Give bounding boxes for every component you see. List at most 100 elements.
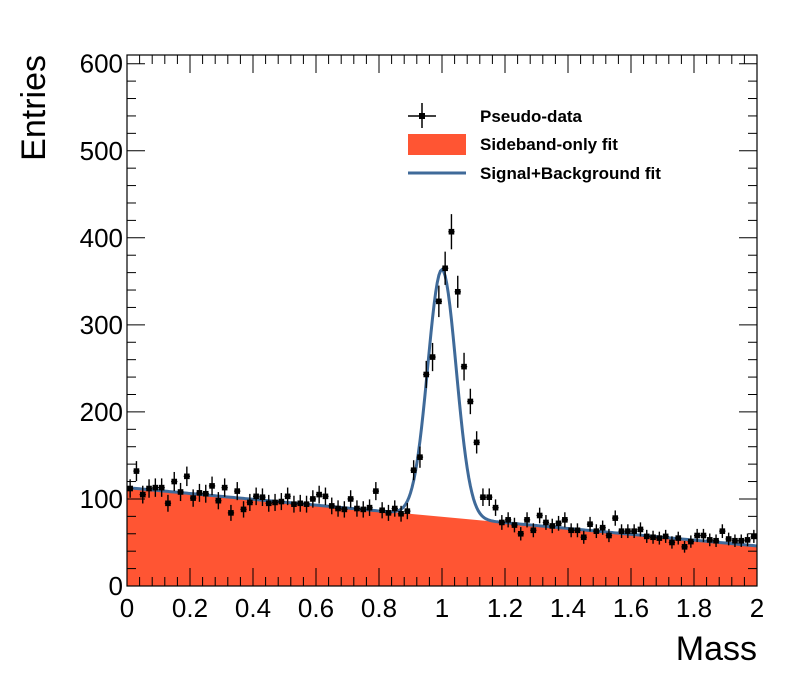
data-point-marker bbox=[599, 524, 606, 531]
data-point-marker bbox=[366, 504, 373, 511]
data-point bbox=[316, 485, 323, 504]
data-point-marker bbox=[139, 491, 146, 498]
data-point-marker bbox=[341, 506, 348, 513]
data-point bbox=[505, 512, 512, 528]
data-point bbox=[624, 524, 631, 539]
data-point-marker bbox=[146, 485, 152, 492]
x-tick-label: 1.6 bbox=[613, 593, 649, 623]
data-point-marker bbox=[662, 533, 669, 540]
data-point bbox=[423, 360, 430, 389]
data-point bbox=[429, 342, 436, 372]
data-point bbox=[498, 515, 505, 530]
data-point-marker bbox=[391, 505, 398, 512]
data-point bbox=[605, 528, 613, 543]
data-point bbox=[731, 534, 739, 548]
data-point bbox=[631, 524, 638, 539]
data-point bbox=[568, 523, 575, 538]
x-tick-label: 0.6 bbox=[298, 593, 334, 623]
data-point-marker bbox=[688, 538, 694, 545]
data-point-marker bbox=[555, 520, 562, 527]
data-point bbox=[700, 528, 707, 543]
data-points-layer bbox=[127, 214, 757, 553]
data-point bbox=[366, 499, 373, 516]
legend-item-sideband-fit: Sideband-only fit bbox=[408, 134, 618, 155]
data-point-marker bbox=[215, 497, 222, 504]
data-point-marker bbox=[587, 521, 593, 527]
y-tick-label: 600 bbox=[80, 49, 123, 79]
data-point bbox=[341, 501, 348, 518]
data-point-marker bbox=[593, 528, 600, 534]
legend-item-pseudo-data: Pseudo-data bbox=[408, 103, 583, 128]
data-point-marker bbox=[530, 527, 537, 534]
legend: Pseudo-data Sideband-only fit Signal+Bac… bbox=[408, 103, 661, 183]
data-point bbox=[706, 533, 713, 547]
data-point bbox=[278, 493, 285, 511]
data-point-marker bbox=[738, 537, 745, 544]
data-point bbox=[719, 524, 726, 539]
data-point bbox=[467, 388, 474, 415]
data-point bbox=[183, 466, 190, 487]
y-axis-label: Entries bbox=[15, 55, 53, 161]
data-point-marker bbox=[291, 501, 297, 507]
data-point bbox=[492, 499, 499, 516]
data-point bbox=[725, 532, 732, 546]
data-point bbox=[612, 510, 619, 526]
data-point-marker bbox=[429, 354, 436, 360]
data-point-marker bbox=[511, 522, 518, 528]
data-point-marker bbox=[562, 517, 568, 523]
data-point bbox=[555, 515, 562, 531]
sideband-fit-area-layer bbox=[127, 487, 757, 586]
data-point bbox=[435, 285, 442, 318]
data-point bbox=[738, 534, 745, 548]
data-point bbox=[227, 504, 235, 521]
data-point-marker bbox=[184, 473, 190, 480]
data-point-marker bbox=[328, 503, 335, 509]
data-point-marker bbox=[725, 536, 732, 542]
data-point-marker bbox=[127, 485, 133, 492]
data-point-marker bbox=[442, 265, 448, 272]
data-point bbox=[240, 501, 247, 518]
data-point-marker bbox=[436, 298, 442, 305]
data-point bbox=[668, 536, 676, 549]
data-point bbox=[574, 523, 581, 538]
data-point-marker bbox=[209, 483, 215, 489]
data-point-marker bbox=[536, 512, 543, 519]
data-point bbox=[580, 530, 587, 544]
data-point-marker bbox=[669, 539, 675, 546]
data-point bbox=[479, 488, 487, 507]
y-tick-label: 0 bbox=[109, 571, 123, 601]
legend-marker-point bbox=[419, 113, 425, 119]
data-point-marker bbox=[177, 489, 184, 495]
data-point bbox=[353, 500, 361, 517]
data-point bbox=[586, 516, 594, 532]
data-point bbox=[687, 535, 694, 548]
data-point-marker bbox=[385, 510, 392, 516]
data-point-marker bbox=[196, 490, 203, 496]
data-point bbox=[328, 497, 335, 515]
data-point bbox=[744, 533, 751, 547]
data-point-marker bbox=[643, 533, 650, 540]
data-point bbox=[215, 492, 222, 510]
data-point-marker bbox=[694, 532, 700, 539]
data-point-marker bbox=[272, 499, 278, 506]
data-point-marker bbox=[228, 510, 234, 516]
data-point bbox=[265, 494, 272, 512]
data-point-marker bbox=[158, 484, 165, 491]
data-point-marker bbox=[253, 493, 259, 500]
x-tick-label: 1.4 bbox=[550, 593, 586, 623]
data-point-marker bbox=[423, 371, 430, 378]
data-point bbox=[152, 478, 159, 497]
data-point-marker bbox=[744, 537, 751, 543]
data-point bbox=[416, 446, 424, 468]
data-point-marker bbox=[152, 484, 159, 491]
data-point bbox=[253, 487, 260, 506]
x-tick-label: 0.2 bbox=[172, 593, 208, 623]
data-point-marker bbox=[448, 228, 455, 235]
data-point-marker bbox=[700, 532, 707, 539]
data-point bbox=[385, 504, 392, 521]
data-point-marker bbox=[417, 454, 423, 460]
data-point bbox=[334, 500, 342, 517]
legend-label-sideband-fit: Sideband-only fit bbox=[480, 135, 618, 154]
data-point-marker bbox=[606, 532, 612, 539]
data-point bbox=[649, 530, 657, 544]
